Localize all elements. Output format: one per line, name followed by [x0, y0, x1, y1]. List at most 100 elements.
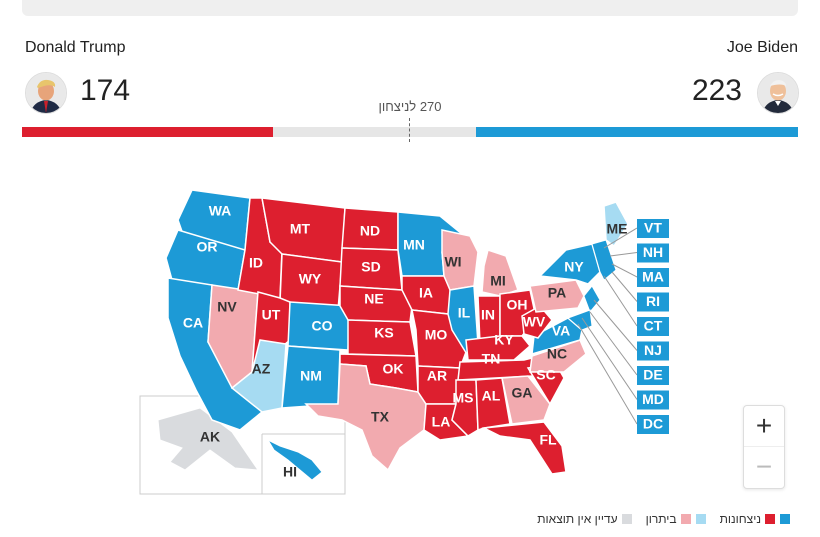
state-label-nm: NM — [300, 368, 322, 384]
state-label-wi: WI — [444, 254, 461, 270]
state-KY[interactable] — [465, 335, 532, 361]
win-threshold-marker — [409, 118, 410, 142]
state-label-ks: KS — [374, 325, 393, 341]
state-ME[interactable] — [603, 201, 629, 248]
callout-label-ct: CT — [644, 318, 663, 334]
state-label-hi: HI — [283, 464, 297, 480]
state-label-ms: MS — [453, 390, 474, 406]
state-label-or: OR — [197, 239, 218, 255]
callout-line-nj — [593, 299, 638, 351]
state-label-ca: CA — [183, 315, 203, 331]
candidate-name-biden: Joe Biden — [726, 39, 798, 56]
state-label-wv: WV — [523, 314, 546, 330]
state-label-sc: SC — [536, 367, 555, 383]
callout-line-ri — [611, 271, 638, 302]
legend-lead: ביתרון — [646, 512, 706, 526]
legend-wins-label: ניצחונות — [719, 512, 761, 526]
state-label-nv: NV — [217, 299, 237, 315]
state-label-oh: OH — [507, 297, 528, 313]
biden-avatar — [757, 72, 799, 114]
callout-label-nh: NH — [643, 244, 663, 260]
biden-electoral-votes: 223 — [691, 74, 742, 107]
state-label-tx: TX — [371, 409, 390, 425]
state-GA[interactable] — [501, 375, 551, 425]
trump-avatar — [25, 72, 67, 114]
state-label-va: VA — [552, 323, 570, 339]
callout-box-ma[interactable] — [637, 268, 669, 287]
callout-line-vt — [603, 227, 638, 249]
callout-line-md — [581, 317, 638, 400]
callout-box-ct[interactable] — [637, 317, 669, 336]
callout-label-vt: VT — [644, 220, 662, 236]
callout-box-dc[interactable] — [637, 415, 669, 434]
callout-line-de — [589, 311, 638, 376]
state-VA[interactable] — [531, 317, 583, 356]
legend-swatch-dem — [780, 514, 790, 524]
state-label-mt: MT — [290, 221, 311, 237]
state-label-id: ID — [249, 255, 263, 271]
zoom-out-button[interactable]: − — [744, 446, 784, 487]
state-NJ-area[interactable] — [583, 285, 601, 313]
state-label-co: CO — [312, 318, 333, 334]
state-label-ne: NE — [364, 291, 383, 307]
state-label-wy: WY — [299, 271, 322, 287]
state-label-ar: AR — [427, 368, 447, 384]
callout-label-ri: RI — [646, 293, 660, 309]
votes-to-win-label: 270 לניצחון — [378, 99, 442, 114]
state-label-ut: UT — [262, 307, 281, 323]
electoral-progress-bar — [22, 127, 798, 137]
state-label-ga: GA — [512, 385, 533, 401]
state-TX[interactable] — [304, 363, 427, 472]
legend-swatch-dem-lead — [695, 514, 706, 524]
candidate-name-trump: Donald Trump — [25, 39, 126, 56]
callout-label-de: DE — [643, 367, 662, 383]
callout-label-md: MD — [642, 391, 664, 407]
callout-box-md[interactable] — [637, 390, 669, 410]
callout-line-dc — [577, 323, 638, 425]
state-label-ak: AK — [200, 429, 220, 445]
state-label-az: AZ — [252, 361, 271, 377]
callout-label-nj: NJ — [644, 342, 662, 358]
zoom-in-button[interactable]: + — [755, 410, 773, 441]
legend-no-results-label: עדיין אין תוצאות — [537, 512, 618, 526]
state-FL[interactable] — [481, 421, 567, 475]
callout-box-ri[interactable] — [637, 292, 669, 312]
state-New-England[interactable] — [591, 239, 617, 281]
legend-wins: ניצחונות — [720, 512, 790, 526]
state-label-me: ME — [607, 221, 628, 237]
state-label-ia: IA — [419, 285, 433, 301]
top-panel-edge — [22, 0, 798, 16]
state-label-nd: ND — [360, 223, 380, 239]
state-label-mn: MN — [403, 237, 425, 253]
state-label-il: IL — [458, 305, 471, 321]
legend-no-results: עדיין אין תוצאות — [537, 512, 632, 526]
state-label-mo: MO — [425, 327, 448, 343]
callout-box-de[interactable] — [637, 366, 669, 385]
legend-swatch-rep — [765, 514, 775, 524]
zoom-control: + − — [743, 405, 785, 489]
state-MD-area[interactable] — [567, 309, 593, 331]
legend-lead-label: ביתרון — [645, 512, 677, 526]
callout-label-ma: MA — [642, 269, 664, 285]
callout-box-vt[interactable] — [637, 219, 669, 238]
legend-swatch-none — [621, 514, 632, 524]
state-label-la: LA — [432, 414, 451, 430]
callout-box-nj[interactable] — [637, 341, 669, 361]
state-label-fl: FL — [539, 432, 557, 448]
state-label-al: AL — [482, 388, 501, 404]
biden-progress-fill — [476, 127, 798, 137]
state-PA[interactable] — [529, 279, 585, 313]
state-HI[interactable] — [266, 438, 323, 481]
state-label-ky: KY — [494, 332, 514, 348]
state-label-pa: PA — [548, 285, 566, 301]
state-label-sd: SD — [361, 259, 380, 275]
state-label-mi: MI — [490, 273, 506, 289]
state-label-wa: WA — [209, 203, 232, 219]
map-legend: ניצחונות ביתרון עדיין אין תוצאות — [420, 512, 790, 526]
state-label-ok: OK — [383, 361, 404, 377]
callout-box-nh[interactable] — [637, 243, 669, 263]
state-label-nc: NC — [547, 346, 567, 362]
legend-swatch-rep-lead — [680, 514, 691, 524]
callout-line-ma — [611, 263, 638, 278]
